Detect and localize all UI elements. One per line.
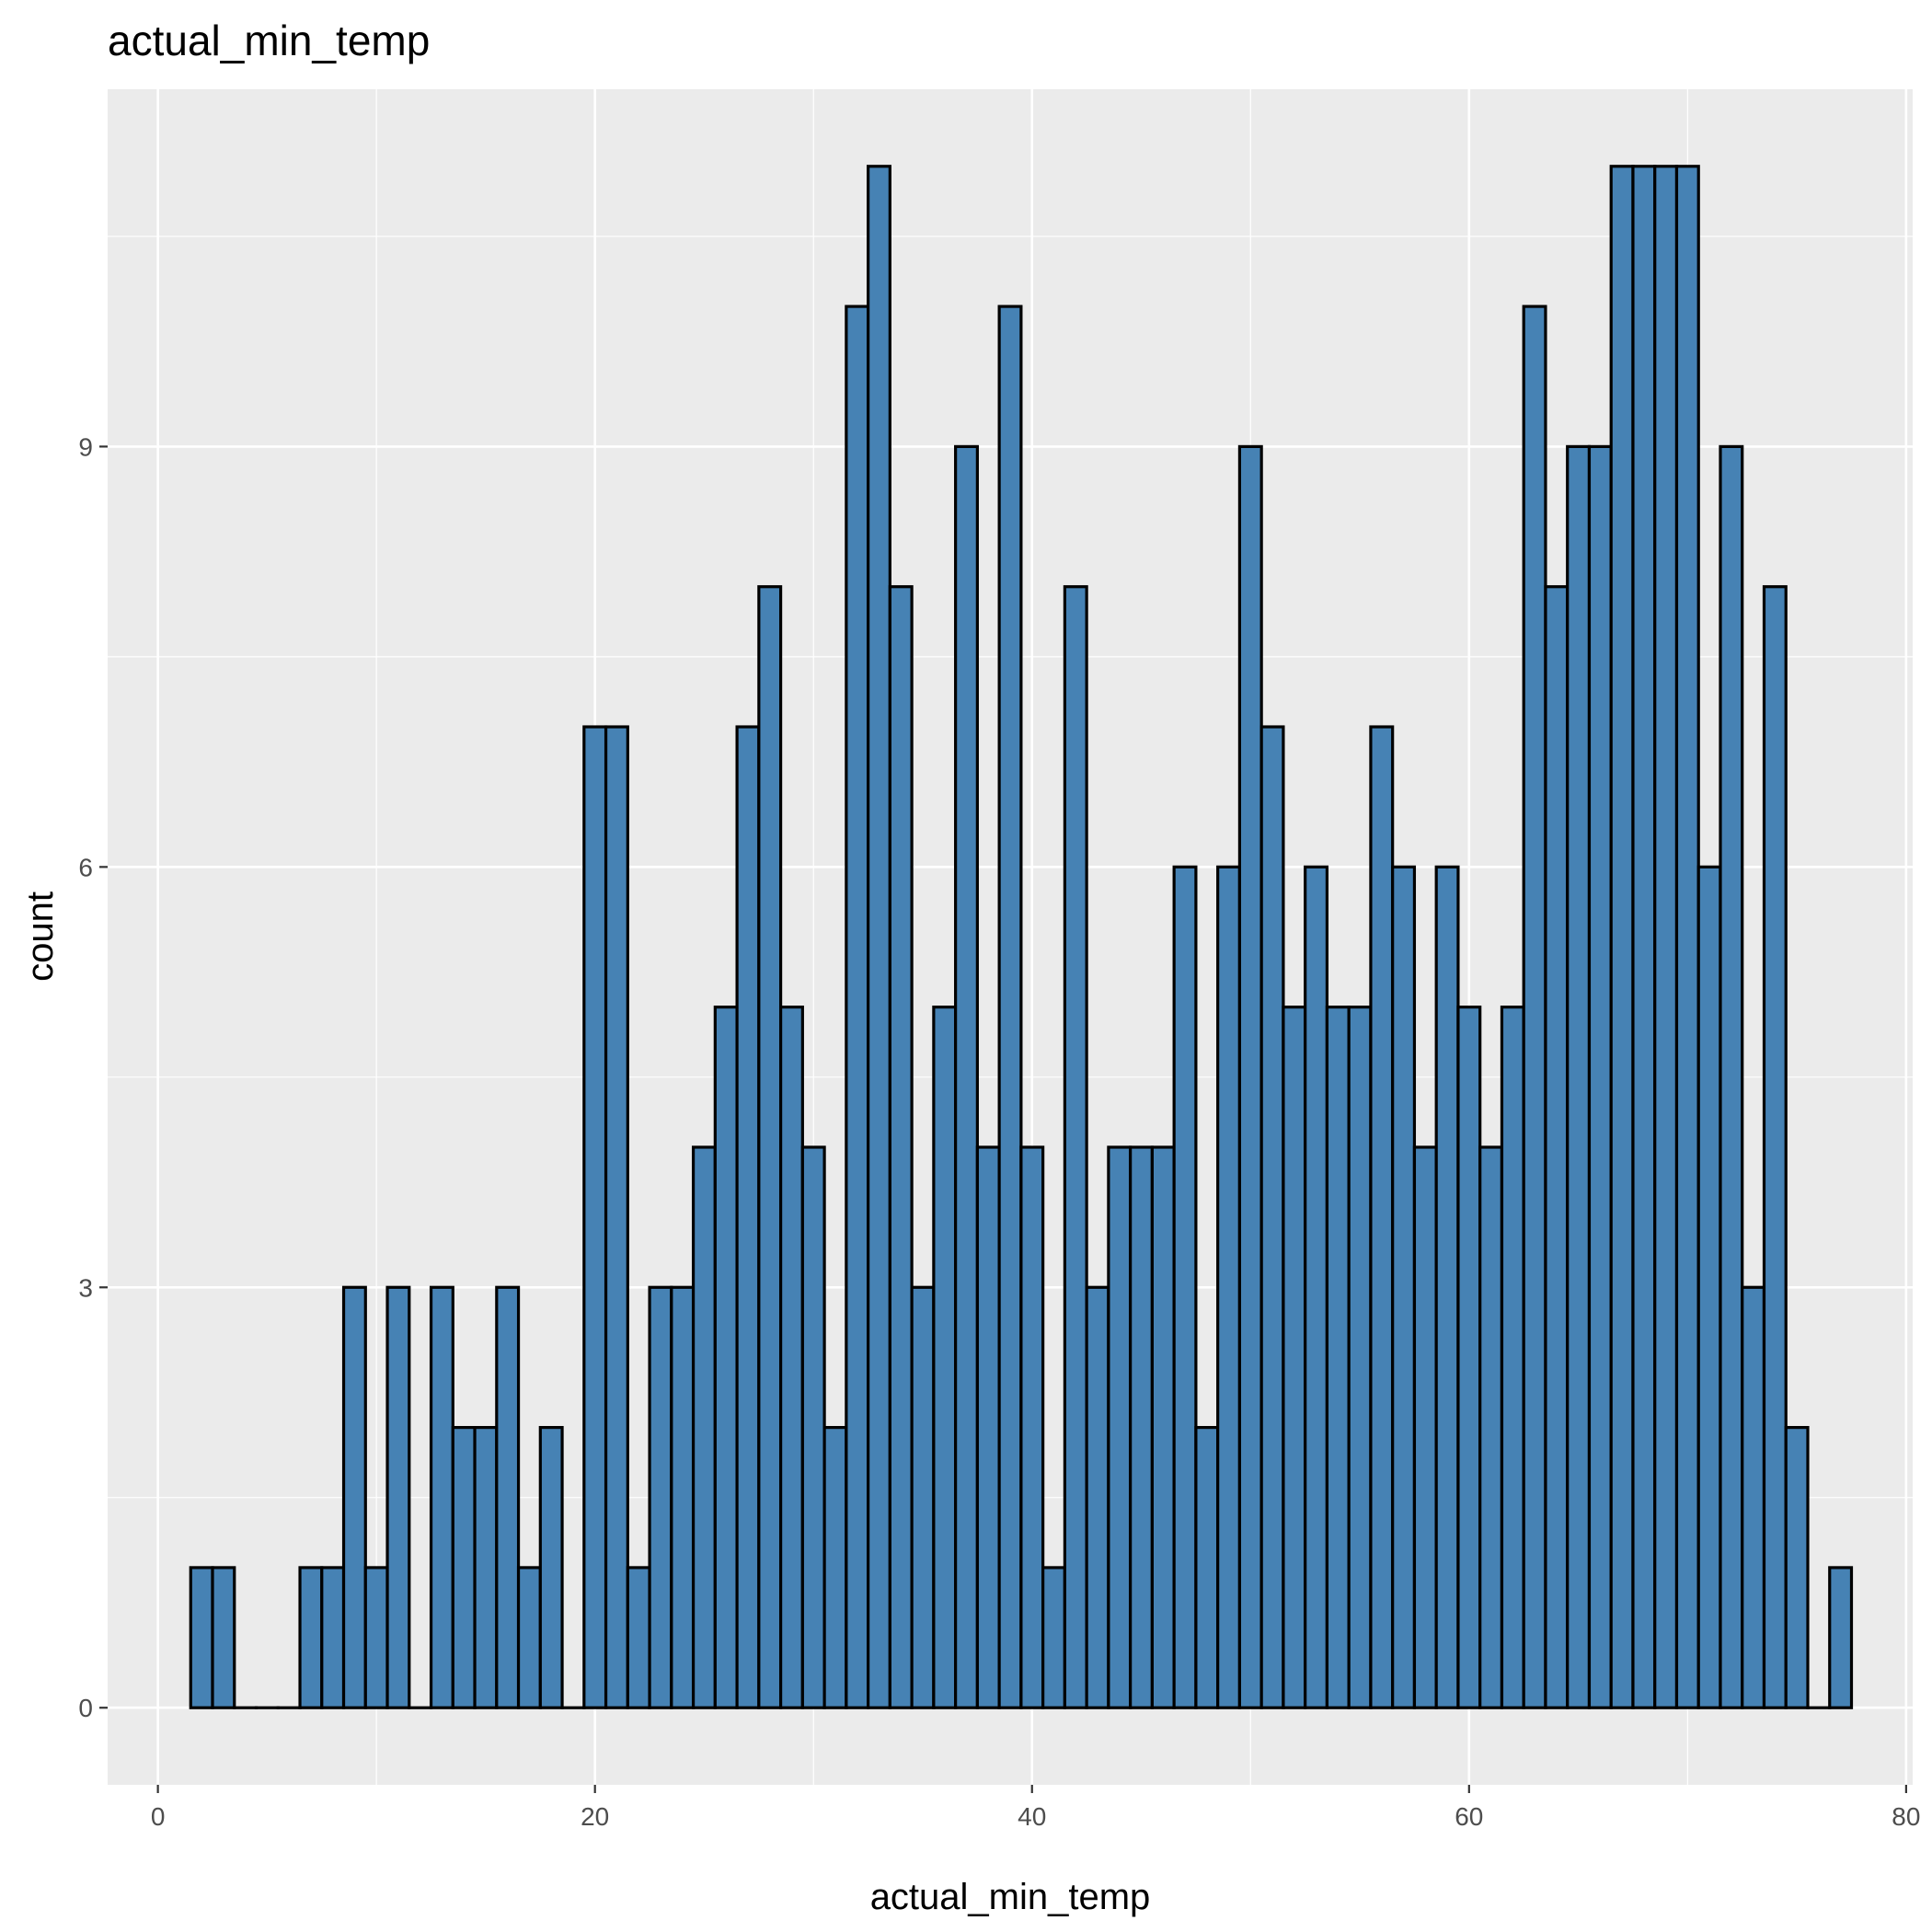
- histogram-bar: [1347, 1006, 1373, 1709]
- histogram-bar: [1828, 1566, 1854, 1709]
- histogram-bar: [778, 1006, 804, 1709]
- histogram-bar: [1653, 165, 1679, 1709]
- x-tick-label: 80: [1892, 1802, 1920, 1831]
- histogram-bar: [845, 305, 870, 1709]
- histogram-bar: [1107, 1145, 1133, 1709]
- histogram-bar: [1544, 585, 1570, 1709]
- histogram-bar: [1369, 725, 1395, 1709]
- histogram-bar: [1282, 1006, 1307, 1709]
- histogram-bar: [1784, 1425, 1810, 1709]
- histogram-bar: [975, 1145, 1001, 1709]
- histogram-bar: [691, 1145, 717, 1709]
- histogram-bar: [1696, 865, 1722, 1709]
- histogram-bar: [1434, 865, 1460, 1709]
- y-tick-label: 3: [78, 1273, 93, 1302]
- histogram-bars: [189, 165, 1854, 1709]
- histogram-bar: [1762, 585, 1788, 1709]
- histogram-bar: [867, 165, 891, 1709]
- x-axis-title: actual_min_temp: [870, 1877, 1151, 1917]
- histogram-bar: [888, 585, 914, 1709]
- histogram-bar: [1304, 865, 1329, 1709]
- histogram-bar: [1150, 1145, 1176, 1709]
- histogram-bar: [997, 305, 1023, 1709]
- histogram-bar: [211, 1566, 236, 1709]
- histogram-bar: [1063, 585, 1088, 1709]
- histogram-bar: [1194, 1425, 1220, 1709]
- histogram-bar: [473, 1425, 499, 1709]
- histogram-bar: [1041, 1566, 1066, 1709]
- y-axis-ticks: 0 3 6 9: [78, 432, 108, 1722]
- histogram-bar: [538, 1425, 564, 1709]
- histogram-bar: [385, 1285, 411, 1709]
- histogram-bar: [626, 1566, 651, 1709]
- histogram-bar: [320, 1566, 346, 1709]
- histogram-bar: [189, 1566, 214, 1709]
- histogram-bar: [713, 1006, 739, 1709]
- y-tick-label: 9: [78, 432, 93, 461]
- x-tick-label: 0: [151, 1802, 166, 1831]
- x-axis-ticks: 0 20 40 60 80: [151, 1785, 1920, 1831]
- histogram-bar: [1478, 1145, 1504, 1709]
- histogram-bar: [822, 1425, 848, 1709]
- histogram-bar: [1172, 865, 1198, 1709]
- histogram-bar: [932, 1006, 958, 1709]
- histogram-bar: [363, 1566, 389, 1709]
- x-tick-label: 40: [1018, 1802, 1046, 1831]
- histogram-bar: [1259, 725, 1285, 1709]
- histogram-bar: [451, 1425, 477, 1709]
- histogram-bar: [1237, 444, 1263, 1709]
- histogram-bar: [1566, 444, 1592, 1709]
- histogram-bar: [1085, 1285, 1110, 1709]
- histogram-bar: [429, 1285, 454, 1709]
- histogram-bar: [298, 1566, 324, 1709]
- histogram-bar: [1019, 1145, 1045, 1709]
- y-tick-label: 6: [78, 853, 93, 881]
- histogram-bar: [1609, 165, 1635, 1709]
- histogram-bar: [1500, 1006, 1525, 1709]
- histogram-bar: [1719, 444, 1744, 1709]
- histogram-bar: [1129, 1145, 1154, 1709]
- histogram-bar: [735, 725, 761, 1709]
- y-axis-title: count: [20, 891, 61, 982]
- histogram-bar: [495, 1285, 521, 1709]
- histogram-bar: [582, 725, 608, 1709]
- y-tick-label: 0: [78, 1694, 93, 1722]
- histogram-bar: [1674, 165, 1700, 1709]
- histogram-bar: [1325, 1006, 1351, 1709]
- histogram-bar: [648, 1285, 673, 1709]
- histogram-bar: [954, 444, 979, 1709]
- histogram-bar: [341, 1285, 367, 1709]
- histogram-bar: [604, 725, 629, 1709]
- histogram-bar: [757, 585, 783, 1709]
- histogram-bar: [800, 1145, 826, 1709]
- histogram-bar: [910, 1285, 936, 1709]
- x-tick-label: 60: [1455, 1802, 1483, 1831]
- histogram-bar: [1391, 865, 1417, 1709]
- histogram-bar: [1522, 305, 1547, 1709]
- chart-title: actual_min_temp: [108, 17, 430, 64]
- histogram-bar: [1216, 865, 1242, 1709]
- histogram-bar: [1741, 1285, 1766, 1709]
- histogram-bar: [1631, 165, 1657, 1709]
- histogram-bar: [1587, 444, 1613, 1709]
- histogram-bar: [1412, 1145, 1438, 1709]
- x-tick-label: 20: [581, 1802, 609, 1831]
- histogram-bar: [1456, 1006, 1482, 1709]
- histogram-bar: [516, 1566, 542, 1709]
- histogram-bar: [670, 1285, 696, 1709]
